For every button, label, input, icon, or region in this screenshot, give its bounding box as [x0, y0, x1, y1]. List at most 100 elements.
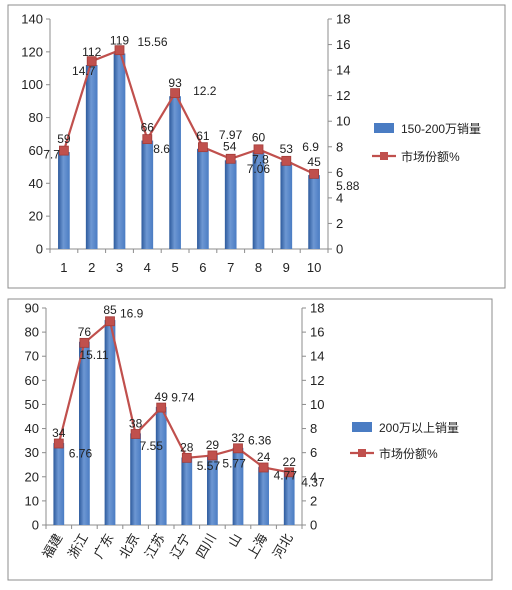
bar-data-label: 29 — [206, 438, 220, 452]
bar-data-label: 45 — [307, 155, 321, 169]
line-marker — [225, 153, 236, 164]
line-data-label: 4.37 — [301, 475, 325, 489]
chart-bottom: 0102030405060708090024681012141618347685… — [7, 298, 493, 581]
category-label: 8 — [255, 260, 262, 275]
bar-data-label: 49 — [155, 390, 169, 404]
bar-data-label: 66 — [141, 121, 155, 135]
y-tick-label: 80 — [25, 325, 39, 340]
line-marker — [156, 402, 167, 413]
bar-data-label: 61 — [196, 129, 210, 143]
line-data-label: 5.88 — [336, 179, 360, 193]
y2-tick-label: 8 — [336, 139, 343, 154]
category-label: 4 — [144, 260, 151, 275]
bar — [308, 175, 320, 249]
line-data-label: 9.74 — [171, 391, 195, 405]
line-marker — [130, 429, 141, 439]
y-tick-label: 10 — [25, 493, 39, 508]
bar-data-label: 54 — [223, 139, 237, 153]
y-tick-label: 60 — [29, 143, 43, 158]
bar — [197, 148, 209, 249]
bar — [79, 341, 90, 525]
y2-tick-label: 18 — [310, 301, 324, 316]
y2-tick-label: 12 — [310, 373, 324, 388]
y2-tick-label: 4 — [310, 469, 317, 484]
line-marker — [309, 168, 320, 179]
bar-data-label: 53 — [280, 142, 294, 156]
bar — [252, 150, 265, 249]
share-line — [62, 48, 315, 175]
y2-tick-label: 2 — [336, 216, 343, 231]
bar-data-label: 112 — [82, 45, 101, 59]
legend-line-label: 市场份额% — [379, 446, 438, 461]
bar-data-label: 60 — [252, 130, 266, 144]
y2-tick-label: 12 — [336, 88, 350, 103]
line-data-label: 12.2 — [193, 84, 217, 98]
line-data-label: 5.57 — [197, 459, 221, 473]
y2-tick-label: 0 — [310, 518, 317, 533]
line-marker — [79, 337, 90, 348]
line-data-label: 7.55 — [140, 439, 164, 453]
bar — [155, 406, 167, 525]
bar-data-label: 22 — [283, 455, 297, 469]
bar-data-label: 76 — [78, 325, 92, 339]
bar — [141, 140, 154, 249]
bar — [113, 53, 126, 249]
y-tick-label: 20 — [25, 469, 39, 484]
y-tick-label: 70 — [25, 349, 39, 364]
y-tick-label: 140 — [21, 12, 43, 27]
line-data-label: 15.11 — [79, 348, 108, 362]
bar — [53, 443, 65, 525]
y-tick-label: 20 — [29, 209, 43, 224]
line-marker — [197, 142, 208, 153]
y2-tick-label: 16 — [310, 325, 324, 340]
y-tick-label: 120 — [21, 44, 43, 59]
y-tick-label: 100 — [21, 77, 43, 92]
bar — [280, 161, 293, 249]
bar-data-label: 32 — [231, 431, 245, 445]
line-data-label: 16.9 — [120, 306, 144, 320]
y2-tick-label: 0 — [336, 242, 343, 257]
bar — [85, 65, 98, 249]
y2-tick-label: 4 — [336, 190, 343, 205]
bar-data-label: 24 — [257, 450, 271, 464]
line-marker — [258, 462, 269, 473]
line-data-label: 7.97 — [219, 128, 243, 142]
y-tick-label: 0 — [36, 242, 43, 257]
line-data-label: 5.77 — [222, 456, 246, 470]
line-data-label: 15.56 — [138, 35, 168, 49]
line-marker — [53, 438, 64, 449]
line-marker — [114, 45, 125, 56]
line-data-label: 6.76 — [69, 447, 93, 461]
legend-line-marker — [380, 152, 388, 160]
line-marker — [181, 452, 192, 463]
category-label: 7 — [227, 260, 234, 275]
line-data-label: 7.06 — [247, 162, 271, 176]
y-tick-label: 90 — [25, 301, 39, 316]
y2-tick-label: 8 — [310, 421, 317, 436]
chart-top: 0204060801001201400246810121416185911211… — [7, 4, 506, 289]
line-marker — [170, 88, 181, 99]
bar-data-label: 38 — [129, 416, 143, 430]
bar — [169, 96, 181, 249]
legend-bar-swatch — [352, 422, 372, 432]
legend-bar-swatch — [374, 123, 394, 133]
legend-line-marker — [358, 449, 366, 457]
line-marker — [253, 144, 264, 155]
line-marker — [281, 155, 292, 166]
bar — [181, 457, 193, 525]
category-label: 山 — [225, 531, 244, 550]
category-label: 10 — [307, 260, 321, 275]
line-data-label: 7.8 — [252, 152, 269, 166]
bar — [130, 433, 141, 525]
line-data-label: 6.36 — [248, 433, 272, 447]
line-data-label: 4.77 — [274, 468, 298, 482]
y-tick-label: 50 — [25, 397, 39, 412]
line-marker — [284, 467, 295, 478]
bar — [283, 471, 295, 525]
line-marker — [59, 145, 69, 156]
line-marker — [142, 134, 153, 145]
y2-tick-label: 14 — [336, 63, 350, 78]
line-marker — [233, 443, 243, 454]
category-label: 3 — [116, 260, 123, 275]
y2-tick-label: 10 — [310, 397, 324, 412]
